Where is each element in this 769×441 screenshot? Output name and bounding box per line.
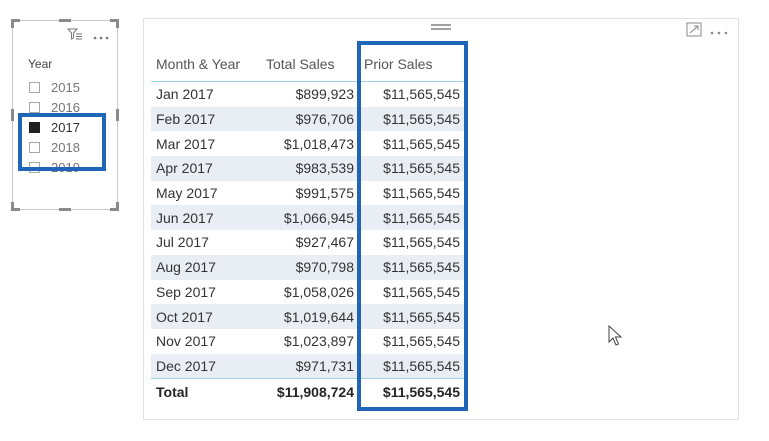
table-row: Dec 2017 $971,731 $11,565,545 — [151, 353, 465, 379]
slicer-item-2018[interactable]: 2018 — [29, 137, 80, 157]
table-cell: Nov 2017 — [156, 333, 216, 350]
mouse-pointer-icon — [608, 324, 623, 352]
table-cell: Mar 2017 — [156, 135, 216, 152]
table-row: Apr 2017 $983,539 $11,565,545 — [151, 156, 465, 181]
resize-handle-right[interactable] — [116, 109, 119, 121]
slicer-item-label: 2019 — [51, 159, 80, 175]
table-cell: Feb 2017 — [151, 106, 261, 132]
table-cell: Sep 2017 — [156, 283, 216, 300]
checkbox[interactable] — [29, 161, 40, 173]
total-row: Total $11,908,724 $11,565,545 — [151, 378, 465, 406]
table-cell: $991,575 — [295, 185, 354, 202]
table-row: Mar 2017 $1,018,473 $11,565,545 — [151, 131, 465, 156]
table-cell: $11,565,545 — [383, 283, 460, 300]
total-sales-value: $11,908,724 — [261, 378, 359, 406]
table-cell: $971,731 — [261, 353, 359, 379]
table-visual[interactable]: Month & Year Total Sales Prior Sales Jan… — [143, 18, 739, 420]
table-cell: $11,565,545 — [383, 185, 460, 202]
table-header-row: Month & Year Total Sales Prior Sales — [151, 47, 465, 82]
eraser-filter-icon[interactable] — [66, 27, 83, 46]
table-cell: $11,565,545 — [359, 304, 465, 329]
slicer-item-2015[interactable]: 2015 — [29, 77, 80, 97]
slicer-list: 2015 2016 2017 2018 2019 — [29, 77, 80, 177]
table-cell: $983,539 — [261, 156, 359, 181]
more-options-icon[interactable] — [710, 23, 728, 41]
table-cell: $11,565,545 — [383, 234, 460, 251]
table-cell: $11,565,545 — [359, 156, 465, 181]
focus-mode-icon[interactable] — [686, 22, 702, 42]
table-cell: Jun 2017 — [151, 205, 261, 231]
table-cell: Jul 2017 — [156, 234, 209, 251]
table-cell: $11,565,545 — [359, 106, 465, 132]
table-row: Jul 2017 $927,467 $11,565,545 — [151, 230, 465, 255]
table-cell: $1,023,897 — [283, 333, 354, 350]
table-cell: $1,066,945 — [261, 205, 359, 231]
checkbox[interactable] — [29, 81, 40, 93]
table-cell: Jan 2017 — [156, 86, 214, 103]
slicer-item-2017[interactable]: 2017 — [29, 117, 80, 137]
table-row: Aug 2017 $970,798 $11,565,545 — [151, 254, 465, 280]
table-cell: $11,565,545 — [359, 353, 465, 379]
drag-grip-icon[interactable] — [431, 24, 451, 30]
column-header-total-sales[interactable]: Total Sales — [261, 47, 359, 82]
resize-handle-top-left-vertical[interactable] — [11, 19, 14, 28]
column-header-month-year[interactable]: Month & Year — [151, 47, 261, 82]
slicer-item-2019[interactable]: 2019 — [29, 157, 80, 177]
year-slicer[interactable]: Year 2015 2016 2017 2018 2019 — [11, 19, 119, 211]
resize-handle-top[interactable] — [59, 19, 71, 22]
table-cell: $899,923 — [295, 86, 354, 103]
checkbox-checked[interactable] — [29, 121, 40, 133]
visual-toolbar — [686, 22, 728, 42]
checkbox[interactable] — [29, 141, 40, 153]
slicer-item-2016[interactable]: 2016 — [29, 97, 80, 117]
table-cell: May 2017 — [156, 185, 218, 202]
table-row: May 2017 $991,575 $11,565,545 — [151, 181, 465, 206]
table-cell: Aug 2017 — [151, 254, 261, 280]
slicer-item-label: 2017 — [51, 119, 80, 135]
table-row: Oct 2017 $1,019,644 $11,565,545 — [151, 304, 465, 329]
table-cell: $976,706 — [261, 106, 359, 132]
resize-handle-top-right-vertical[interactable] — [116, 19, 119, 28]
more-options-icon[interactable] — [93, 28, 109, 46]
resize-handle-left[interactable] — [11, 109, 14, 121]
resize-handle-bottom-right-vertical[interactable] — [116, 202, 119, 211]
resize-handle-top-right[interactable] — [110, 19, 119, 22]
table-cell: $1,018,473 — [283, 135, 354, 152]
total-prior-sales-value: $11,565,545 — [359, 378, 465, 406]
table-cell: Oct 2017 — [151, 304, 261, 329]
resize-handle-bottom-left-vertical[interactable] — [11, 202, 14, 211]
data-table: Month & Year Total Sales Prior Sales Jan… — [151, 47, 465, 406]
table-cell: $11,565,545 — [383, 135, 460, 152]
resize-handle-bottom-left[interactable] — [11, 208, 20, 211]
table-cell: $11,565,545 — [359, 254, 465, 280]
table-row: Jun 2017 $1,066,945 $11,565,545 — [151, 205, 465, 231]
slicer-item-label: 2018 — [51, 139, 80, 155]
resize-handle-bottom[interactable] — [59, 208, 71, 211]
table-row: Jan 2017 $899,923 $11,565,545 — [151, 82, 465, 107]
slicer-title: Year — [28, 57, 53, 71]
resize-handle-bottom-right[interactable] — [110, 208, 119, 211]
table-cell: $11,565,545 — [383, 86, 460, 103]
column-header-prior-sales[interactable]: Prior Sales — [359, 47, 465, 82]
table-cell: $970,798 — [261, 254, 359, 280]
table-cell: $927,467 — [295, 234, 354, 251]
table-cell: $11,565,545 — [383, 333, 460, 350]
table-cell: $1,019,644 — [261, 304, 359, 329]
checkbox[interactable] — [29, 101, 40, 113]
slicer-item-label: 2016 — [51, 99, 80, 115]
table-row: Sep 2017 $1,058,026 $11,565,545 — [151, 280, 465, 305]
slicer-toolbar — [66, 27, 109, 46]
table-cell: $1,058,026 — [283, 283, 354, 300]
table-cell: Dec 2017 — [151, 353, 261, 379]
table-cell: Apr 2017 — [151, 156, 261, 181]
slicer-item-label: 2015 — [51, 79, 80, 95]
total-label: Total — [151, 378, 261, 406]
table-row: Feb 2017 $976,706 $11,565,545 — [151, 106, 465, 132]
resize-handle-top-left[interactable] — [11, 19, 20, 22]
table-cell: $11,565,545 — [359, 205, 465, 231]
table-row: Nov 2017 $1,023,897 $11,565,545 — [151, 329, 465, 354]
